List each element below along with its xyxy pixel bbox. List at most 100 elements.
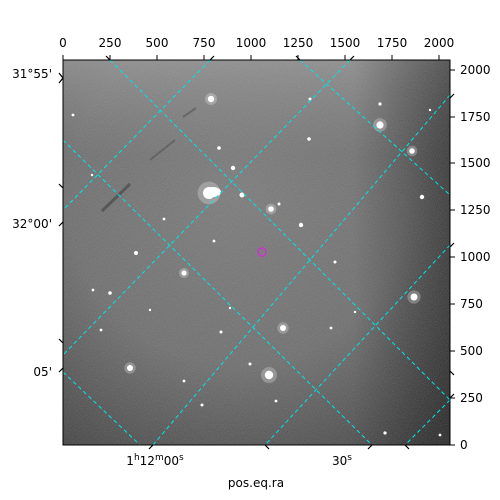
star bbox=[162, 217, 166, 221]
right-tick: 250 bbox=[450, 391, 483, 405]
star bbox=[410, 293, 418, 301]
star bbox=[333, 260, 337, 264]
star bbox=[298, 222, 304, 228]
top-tick: 0 bbox=[59, 36, 67, 60]
grid-edge-ticks bbox=[58, 55, 455, 450]
star bbox=[268, 206, 274, 212]
right-tick: 1500 bbox=[450, 156, 491, 170]
right-tick-label: 0 bbox=[460, 438, 468, 452]
x-axis-label: pos.eq.ra bbox=[228, 476, 284, 490]
star bbox=[91, 288, 95, 292]
sky-image bbox=[63, 60, 450, 445]
top-tick-label: 1500 bbox=[330, 36, 361, 50]
star bbox=[108, 291, 112, 295]
top-tick-label: 1000 bbox=[236, 36, 267, 50]
bottom-ra-axis: 1h12m00s 30s pos.eq.ra bbox=[126, 453, 352, 490]
ra-tick-label: 30s bbox=[332, 453, 352, 468]
star bbox=[308, 97, 312, 101]
coordinate-grid bbox=[63, 60, 450, 445]
star bbox=[99, 328, 103, 332]
star-halo bbox=[407, 290, 421, 304]
dec-tick-label: 32°00' bbox=[12, 217, 52, 231]
star bbox=[207, 95, 215, 103]
star bbox=[307, 137, 311, 141]
top-pixel-axis: 0 250 500 750 1000 1250 1500 1750 2000 bbox=[59, 36, 454, 60]
top-tick-label: 1750 bbox=[377, 36, 408, 50]
right-tick-label: 1500 bbox=[460, 156, 491, 170]
star bbox=[353, 310, 357, 314]
top-tick: 500 bbox=[146, 36, 169, 60]
right-pixel-axis: 0 250 500 750 1000 1250 1500 1750 2000 bbox=[450, 63, 491, 452]
right-tick-label: 2000 bbox=[460, 63, 491, 77]
bright-star bbox=[205, 187, 221, 197]
top-tick-label: 0 bbox=[59, 36, 67, 50]
top-tick: 1500 bbox=[330, 36, 361, 60]
star bbox=[127, 365, 133, 371]
ra-tick-label: 1h12m00s bbox=[126, 453, 184, 468]
right-tick-label: 750 bbox=[460, 297, 483, 311]
star bbox=[274, 399, 278, 403]
right-tick: 1750 bbox=[450, 110, 491, 124]
star bbox=[217, 146, 221, 150]
target-marker bbox=[257, 247, 267, 257]
right-tick: 750 bbox=[450, 297, 483, 311]
left-dec-axis: 31°55' 32°00' 05' bbox=[12, 67, 52, 379]
star bbox=[438, 433, 442, 437]
top-tick-label: 1250 bbox=[283, 36, 314, 50]
top-tick-label: 250 bbox=[99, 36, 122, 50]
top-tick: 1000 bbox=[236, 36, 267, 60]
star bbox=[134, 251, 138, 255]
top-tick-label: 750 bbox=[193, 36, 216, 50]
plot-frame bbox=[62, 59, 451, 446]
dec-tick-label: 31°55' bbox=[12, 67, 52, 81]
star bbox=[428, 108, 432, 112]
star bbox=[383, 431, 387, 435]
star bbox=[148, 308, 152, 312]
top-tick: 2000 bbox=[424, 36, 455, 60]
star-halo bbox=[124, 362, 136, 374]
star bbox=[212, 239, 216, 243]
top-tick-label: 2000 bbox=[424, 36, 455, 50]
star bbox=[181, 270, 187, 276]
star bbox=[71, 113, 75, 117]
right-tick-label: 1750 bbox=[460, 110, 491, 124]
star-halo bbox=[277, 322, 289, 334]
dec-tick-label: 05' bbox=[33, 365, 52, 379]
right-tick: 0 bbox=[450, 438, 468, 452]
top-tick: 250 bbox=[99, 36, 122, 60]
star-halo bbox=[373, 118, 387, 132]
star-halo bbox=[261, 367, 277, 383]
star bbox=[239, 192, 245, 198]
top-tick-label: 500 bbox=[146, 36, 169, 50]
star-halo bbox=[265, 203, 277, 215]
star bbox=[248, 362, 252, 366]
right-tick-label: 500 bbox=[460, 344, 483, 358]
star bbox=[409, 148, 415, 154]
star bbox=[228, 306, 232, 310]
star bbox=[230, 165, 236, 171]
right-tick: 500 bbox=[450, 344, 483, 358]
star bbox=[419, 194, 425, 200]
right-tick: 2000 bbox=[450, 63, 491, 77]
right-tick-label: 250 bbox=[460, 391, 483, 405]
star-halo bbox=[179, 268, 189, 278]
star-field bbox=[71, 92, 442, 437]
star bbox=[378, 102, 382, 106]
right-tick: 1000 bbox=[450, 250, 491, 264]
top-tick: 1750 bbox=[377, 36, 408, 60]
right-tick: 1250 bbox=[450, 203, 491, 217]
star bbox=[264, 370, 274, 380]
right-tick-label: 1250 bbox=[460, 203, 491, 217]
top-tick: 1250 bbox=[283, 36, 314, 60]
star bbox=[219, 330, 223, 334]
star bbox=[277, 202, 281, 206]
top-tick: 750 bbox=[193, 36, 216, 60]
star bbox=[200, 403, 204, 407]
star-halo bbox=[204, 92, 218, 106]
star-halo bbox=[406, 145, 418, 157]
star bbox=[280, 325, 286, 331]
star bbox=[182, 379, 186, 383]
star bbox=[329, 326, 333, 330]
star bbox=[90, 173, 94, 177]
